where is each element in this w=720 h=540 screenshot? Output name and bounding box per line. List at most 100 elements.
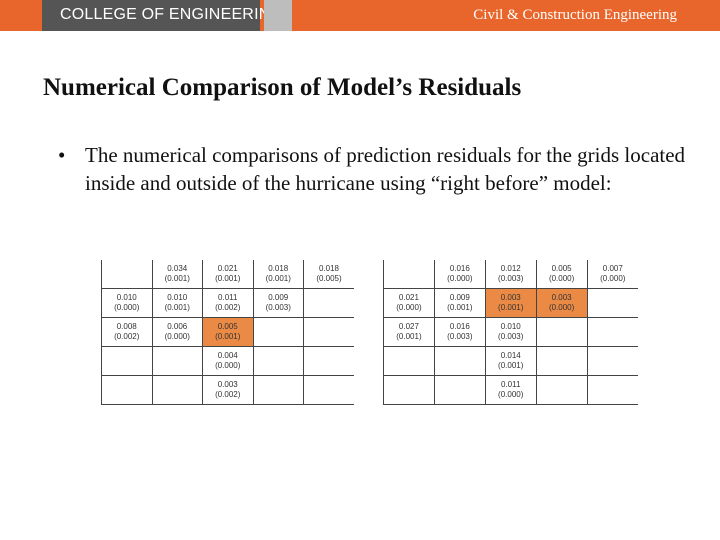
grid-cell [433,375,486,405]
grid-cell [535,317,588,347]
grid-cell [252,375,304,405]
cell-std: (0.000) [396,303,422,312]
cell-value: 0.014 [500,351,521,360]
cell-std: (0.000) [215,361,241,370]
cell-value: 0.007 [602,264,623,273]
grid-row: 0.010 (0.000) 0.010 (0.001) 0.011 (0.002) 0.00… [101,288,354,318]
grid-cell: 0.011 (0.000) [484,375,537,405]
cell-value: 0.009 [268,293,289,302]
cell-std: (0.001) [265,274,291,283]
department-name: Civil & Construction Engineering [473,7,677,23]
grid-cell: 0.034 (0.001) [151,260,203,289]
cell-std: (0.001) [498,303,524,312]
grid-row: 0.014 (0.001) [383,346,638,376]
grid-cell: 0.008 (0.002) [101,317,153,347]
cell-value: 0.027 [398,322,419,331]
cell-std: (0.001) [164,274,190,283]
grid-row: 0.011 (0.000) [383,375,638,405]
grid-cell: 0.010 (0.003) [484,317,537,347]
grid-cell: 0.010 (0.000) [101,288,153,318]
grid-cell: 0.016 (0.003) [433,317,486,347]
grid-row: 0.004 (0.000) [101,346,354,376]
cell-std: (0.001) [498,361,524,370]
cell-value: 0.018 [268,264,289,273]
grid-cell: 0.003 (0.002) [202,375,254,405]
grid-cell [433,346,486,376]
cell-std: (0.003) [447,332,473,341]
cell-std: (0.002) [215,390,241,399]
grid-row: 0.034 (0.001) 0.021 (0.001) 0.018 (0.001) 0.01… [101,260,354,289]
cell-value: 0.012 [500,264,521,273]
cell-std: (0.005) [316,274,342,283]
grid-cell [303,346,354,376]
cell-std: (0.000) [600,274,626,283]
cell-value: 0.008 [116,322,137,331]
cell-std: (0.000) [164,332,190,341]
cell-std: (0.000) [548,303,575,312]
cell-value: 0.003 [500,293,521,302]
cell-value: 0.016 [449,264,470,273]
cell-std: (0.003) [265,303,291,312]
cell-std: (0.000) [548,274,575,283]
cell-value: 0.021 [217,264,238,273]
grid-cell [303,375,354,405]
grid-cell: 0.014 (0.001) [484,346,537,376]
grid-cell [303,317,354,347]
grid-row: 0.003 (0.002) [101,375,354,405]
cell-value: 0.005 [217,322,238,331]
cell-value: 0.034 [167,264,188,273]
cell-std: (0.001) [164,303,190,312]
grid-cell [151,375,203,405]
grid-cell [252,346,304,376]
grid-cell [101,260,153,289]
grid-cell: 0.021 (0.001) [202,260,254,289]
bullet-text: The numerical comparisons of prediction … [85,143,686,195]
grid-cell [586,375,638,405]
grid-cell [383,260,435,289]
grid-cell [535,346,588,376]
grid-cell [383,346,435,376]
cell-value: 0.006 [167,322,188,331]
grid-cell [252,317,304,347]
grid-row: 0.027 (0.001) 0.016 (0.003) 0.010 (0.003) [383,317,638,347]
cell-std: (0.002) [215,303,241,312]
cell-value: 0.016 [449,322,470,331]
grid-row: 0.008 (0.002) 0.006 (0.000) 0.005 (0.001) [101,317,354,347]
grid-cell [101,346,153,376]
cell-value: 0.011 [218,293,238,302]
bullet-symbol: • [58,143,66,167]
grid-cell [151,346,203,376]
grid-cell: 0.016 (0.000) [433,260,486,289]
grid-cell [586,317,638,347]
grid-cell: 0.011 (0.002) [202,288,254,318]
college-banner [42,0,260,31]
cell-value: 0.018 [318,264,340,273]
grid-cell [586,346,638,376]
cell-std: (0.000) [114,303,140,312]
cell-std: (0.000) [447,274,473,283]
grid-cell: 0.009 (0.001) [433,288,486,318]
cell-std: (0.001) [396,332,422,341]
grid-cell: 0.021 (0.000) [383,288,435,318]
grid-cell: 0.004 (0.000) [202,346,254,376]
cell-value: 0.010 [500,322,521,331]
grid-cell: 0.003 (0.001) [484,288,537,318]
cell-value: 0.011 [501,380,521,389]
grid-cell [101,375,153,405]
college-name: COLLEGE OF ENGINEERING [60,6,284,23]
grid-cell: 0.027 (0.001) [383,317,435,347]
grid-cell [586,288,638,318]
cell-std: (0.001) [447,303,473,312]
cell-std: (0.002) [114,332,140,341]
grid-cell: 0.003 (0.000) [535,288,588,318]
grid-cell: 0.007 (0.000) [586,260,638,289]
cell-value: 0.010 [167,293,188,302]
cell-std: (0.001) [215,332,241,341]
grid-cell: 0.005 (0.000) [535,260,588,289]
header-tab [264,0,292,31]
cell-std: (0.001) [215,274,241,283]
cell-std: (0.000) [498,390,524,399]
grid-cell: 0.012 (0.003) [484,260,537,289]
grid-row: 0.021 (0.000) 0.009 (0.001) 0.003 (0.001) 0.00… [383,288,638,318]
grid-cell [303,288,354,318]
